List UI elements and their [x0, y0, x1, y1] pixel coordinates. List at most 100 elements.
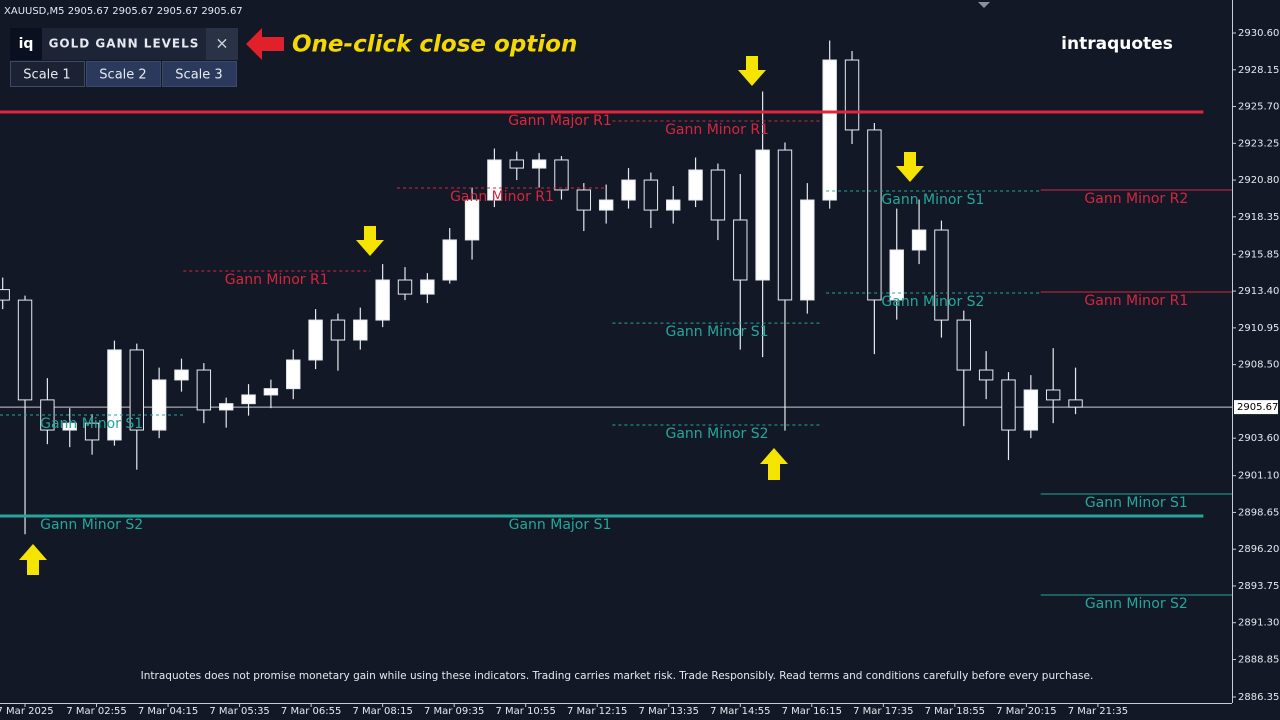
candle-body: [62, 422, 77, 431]
x-tick-label: 7 Mar 13:35: [639, 706, 699, 717]
close-button-label[interactable]: ×: [215, 34, 228, 53]
panel-header: [10, 28, 238, 60]
candle-body: [1045, 389, 1061, 401]
candle-body: [554, 159, 569, 191]
symbol-info: XAUUSD,M5 2905.67 2905.67 2905.67 2905.6…: [4, 6, 243, 17]
current-price-label: 2905.67: [1237, 402, 1278, 413]
y-tick-label: 2898.65: [1238, 507, 1279, 518]
gann-level-label: Gann Minor S1: [40, 416, 143, 432]
candle-body: [1068, 399, 1083, 408]
y-tick-label: 2913.40: [1238, 286, 1279, 297]
candle-body: [196, 369, 212, 411]
gann-level-label: Gann Major S1: [509, 517, 612, 533]
candle-body: [755, 149, 770, 281]
scroll-marker: [978, 2, 990, 8]
gann-level-label: Gann Minor S2: [40, 517, 143, 533]
x-tick-label: 7 Mar 04:15: [138, 706, 198, 717]
scale-tab-label[interactable]: Scale 1: [23, 68, 70, 83]
y-tick-label: 2928.15: [1238, 65, 1279, 76]
candle-body: [710, 169, 726, 221]
current-price-box: [1234, 400, 1278, 415]
candle-body: [107, 349, 122, 441]
candle-body: [442, 239, 457, 281]
candle-body: [822, 59, 837, 201]
y-tick-label: 2910.95: [1238, 323, 1279, 334]
candle-body: [598, 199, 614, 211]
scale-tab-label[interactable]: Scale 2: [99, 68, 146, 83]
candle-body: [375, 279, 390, 321]
x-tick-label: 7 Mar 05:35: [209, 706, 269, 717]
candle-body: [867, 129, 882, 301]
y-tick-label: 2930.60: [1238, 28, 1279, 39]
x-tick-label: 7 Mar 06:55: [281, 706, 341, 717]
panel-logo-box: [10, 28, 42, 60]
x-tick-label: 7 Mar 09:35: [424, 706, 484, 717]
candle-body: [509, 159, 524, 169]
scale-tabs: Scale 1 Scale 2 Scale 3: [10, 61, 237, 87]
close-button[interactable]: [206, 28, 238, 60]
y-tick-label: 2925.70: [1238, 102, 1279, 113]
candle-body: [464, 199, 480, 241]
y-tick-label: 2908.50: [1238, 360, 1279, 371]
candle-body: [84, 422, 100, 441]
candle-body: [576, 189, 592, 211]
candle-body: [241, 394, 256, 405]
candle-body: [777, 149, 793, 301]
candle-body: [844, 59, 860, 131]
candle-body: [308, 319, 323, 361]
x-tick-label: 7 Mar 16:15: [782, 706, 842, 717]
annotation: One-click close option: [292, 32, 577, 58]
x-tick-label: 7 Mar 17:35: [853, 706, 913, 717]
candle-body: [17, 299, 33, 401]
gann-level-label: Gann Minor S1: [881, 192, 984, 208]
arrows: [19, 56, 924, 575]
candle-body: [218, 403, 234, 411]
candle-body: [0, 289, 10, 301]
gann-level-label: Gann Minor S1: [1085, 495, 1188, 511]
gann-level-label: Gann Major R1: [508, 113, 612, 129]
candle-body: [151, 379, 167, 431]
panel-logo: iq: [19, 36, 34, 52]
y-tick-label: 2918.35: [1238, 212, 1279, 223]
up-arrow: [760, 448, 788, 480]
plot-area: Gann Major R1 Gann Major S1 Gann Minor R1 G…: [0, 40, 1232, 612]
brand: intraquotes: [1061, 34, 1173, 54]
y-tick-label: 2893.75: [1238, 581, 1279, 592]
candle-body: [531, 159, 547, 169]
candle-body: [353, 319, 368, 341]
y-tick-label: 2915.85: [1238, 249, 1279, 260]
scale-tab[interactable]: [10, 61, 85, 87]
up-arrow: [19, 544, 47, 575]
scale-tab[interactable]: [162, 61, 237, 87]
gann-level-label: Gann Minor S2: [881, 294, 984, 310]
candle-body: [174, 369, 189, 381]
x-tick-label: 7 Mar 10:55: [495, 706, 555, 717]
x-tick-label: 7 Mar 21:35: [1068, 706, 1128, 717]
y-tick-label: 2901.10: [1238, 471, 1279, 482]
candle-body: [397, 279, 413, 295]
gann-level-label: Gann Minor R2: [1084, 191, 1188, 207]
candle-body: [487, 159, 502, 201]
y-tick-label: 2903.60: [1238, 433, 1279, 444]
scale-tab[interactable]: [86, 61, 161, 87]
y-tick-label: 2891.30: [1238, 618, 1279, 629]
x-tick-label: 7 Mar 18:55: [925, 706, 985, 717]
candle-body: [286, 359, 301, 390]
candle-body: [666, 199, 681, 211]
candle-body: [889, 249, 904, 301]
down-arrow: [896, 152, 924, 182]
annotation-arrow: [246, 28, 284, 60]
x-tick-label: 7 Mar 14:55: [710, 706, 770, 717]
candle-body: [129, 349, 144, 431]
y-tick-label: 2923.25: [1238, 138, 1279, 149]
candle-body: [330, 319, 346, 341]
candle-body: [688, 169, 703, 201]
candle-body: [621, 179, 636, 201]
down-arrow: [738, 56, 766, 86]
x-tick-label: 7 Mar 02:55: [66, 706, 126, 717]
candle-body: [263, 388, 279, 396]
scale-tab-label[interactable]: Scale 3: [175, 68, 222, 83]
gann-level-label: Gann Minor R1: [665, 122, 769, 138]
